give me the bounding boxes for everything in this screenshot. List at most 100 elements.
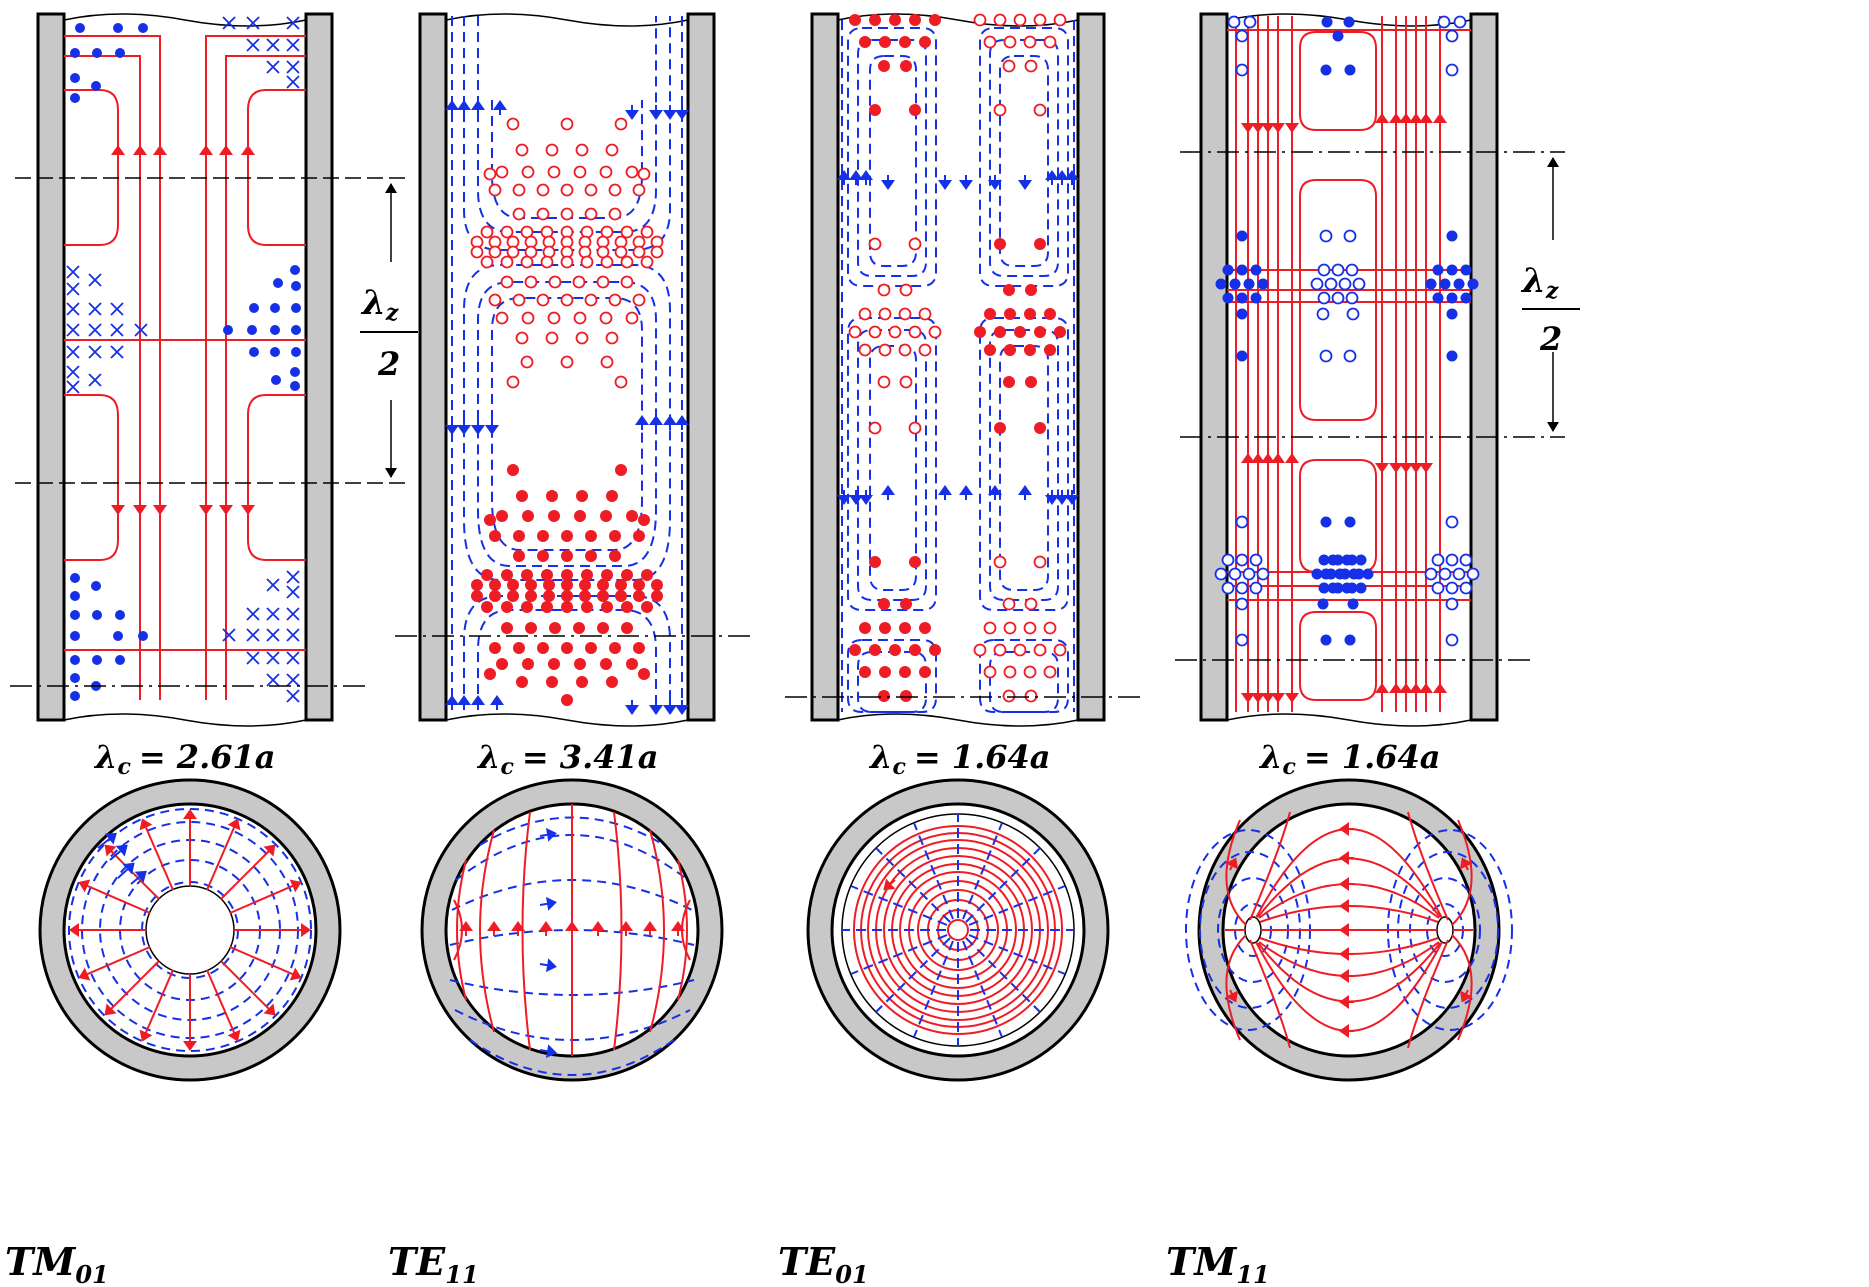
filled-circle: [501, 622, 513, 634]
open-dot: [1243, 15, 1257, 29]
filled-circle: [633, 579, 645, 591]
filled-circle: [561, 579, 573, 591]
filled-dot: [1257, 278, 1269, 290]
filled-dot: [1460, 264, 1472, 276]
panel-te11: λc = 3.41a TE11: [388, 12, 750, 1287]
open-circle: [858, 343, 872, 357]
open-circle: [637, 167, 651, 181]
open-dot: [1445, 553, 1459, 567]
open-circle: [858, 307, 872, 321]
open-dot: [1431, 581, 1445, 595]
filled-circle: [541, 601, 553, 613]
filled-circle: [878, 598, 890, 610]
filled-circle: [1003, 376, 1015, 388]
filled-circle: [516, 490, 528, 502]
filled-circle: [606, 490, 618, 502]
open-dot: [1445, 63, 1459, 77]
open-circle: [899, 375, 913, 389]
open-circle: [495, 311, 509, 325]
open-dot: [1438, 567, 1452, 581]
filled-circle: [879, 666, 891, 678]
filled-circle: [541, 569, 553, 581]
open-circle: [1033, 643, 1047, 657]
open-circle: [584, 207, 598, 221]
open-circle: [608, 207, 622, 221]
open-dot: [1445, 515, 1459, 529]
open-dot: [1331, 263, 1345, 277]
open-circle: [1024, 59, 1038, 73]
electric-field-arrows: [111, 145, 255, 515]
filled-dot: [1320, 64, 1332, 76]
open-circle: [580, 225, 594, 239]
open-dot: [1256, 567, 1270, 581]
open-circle: [1023, 35, 1037, 49]
magnetic-loop: [847, 639, 937, 713]
cross-section: [1185, 778, 1513, 1082]
open-dot: [1331, 291, 1345, 305]
filled-dot: [1236, 308, 1248, 320]
filled-circle: [597, 590, 609, 602]
open-circle: [1003, 665, 1017, 679]
open-circle: [908, 421, 922, 435]
filled-circle: [633, 530, 645, 542]
open-dot: [1221, 581, 1235, 595]
open-circle: [614, 117, 628, 131]
filled-dot: [1446, 308, 1458, 320]
open-dot: [1459, 553, 1473, 567]
filled-circle: [496, 510, 508, 522]
filled-circle: [1044, 344, 1056, 356]
electric-field-open-circles: [848, 13, 1067, 703]
open-circle: [495, 165, 509, 179]
filled-circle: [929, 644, 941, 656]
filled-circle: [537, 530, 549, 542]
open-circle: [1024, 689, 1038, 703]
filled-circle: [521, 569, 533, 581]
filled-circle: [974, 326, 986, 338]
open-circle: [918, 307, 932, 321]
open-circle: [868, 237, 882, 251]
filled-dot: [1348, 568, 1360, 580]
open-dot: [1235, 63, 1249, 77]
filled-dot: [1222, 292, 1234, 304]
open-circle: [573, 311, 587, 325]
filled-circle: [869, 104, 881, 116]
panel-te01: λc = 1.64a TE01: [778, 12, 1140, 1287]
cutoff-label: λc = 3.41a: [476, 738, 658, 780]
reference-lines: [1175, 151, 1565, 661]
filled-circle: [561, 601, 573, 613]
open-dot: [1249, 553, 1263, 567]
filled-circle: [609, 642, 621, 654]
open-circle: [480, 255, 494, 269]
open-circle: [599, 311, 613, 325]
filled-circle: [579, 579, 591, 591]
filled-circle: [481, 601, 493, 613]
magnetic-loop: [989, 39, 1059, 277]
magnetic-loop: [999, 55, 1049, 267]
magnetic-loop: [989, 651, 1059, 713]
filled-circle: [1044, 308, 1056, 320]
open-circle: [547, 311, 561, 325]
filled-dot: [1222, 264, 1234, 276]
filled-circle: [859, 666, 871, 678]
mode-label: TE01: [778, 1239, 869, 1287]
open-circle: [536, 293, 550, 307]
filled-circle: [576, 676, 588, 688]
open-circle: [599, 165, 613, 179]
open-circle: [520, 355, 534, 369]
filled-dot: [1341, 582, 1353, 594]
open-circle: [1033, 13, 1047, 27]
filled-circle: [615, 579, 627, 591]
filled-circle: [869, 644, 881, 656]
panel-tm01: λz 2 λc = 2.61a: [5, 12, 418, 1287]
electric-loop: [1299, 611, 1377, 701]
cross-section: [38, 778, 342, 1082]
filled-dot: [1320, 568, 1332, 580]
electric-field-open-circles: [470, 117, 664, 389]
filled-circle: [489, 642, 501, 654]
open-circle: [560, 255, 574, 269]
filled-circle: [1024, 308, 1036, 320]
filled-circle: [615, 590, 627, 602]
open-circle: [470, 245, 484, 259]
open-circle: [908, 325, 922, 339]
filled-circle: [561, 530, 573, 542]
